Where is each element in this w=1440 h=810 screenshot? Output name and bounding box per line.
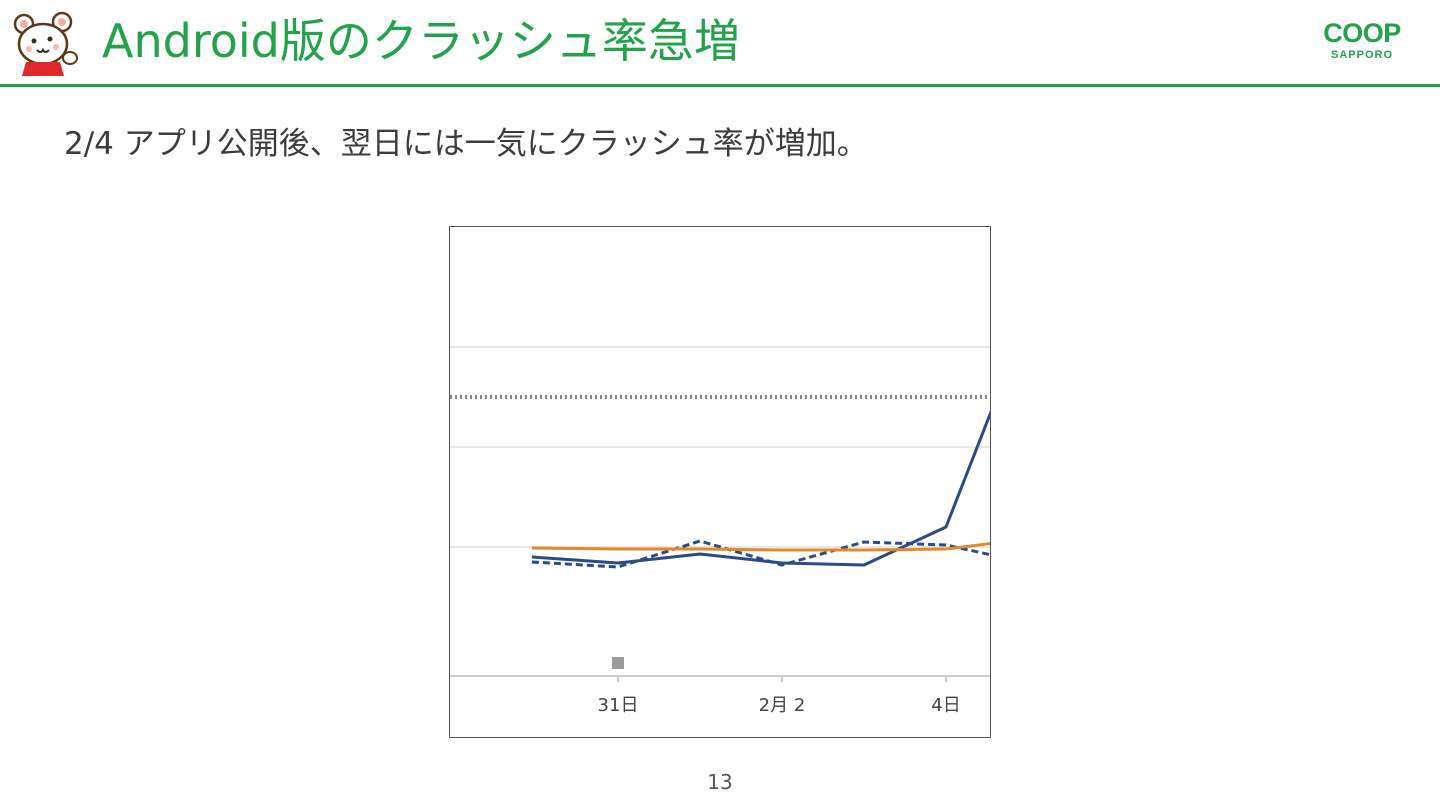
series-line-3 bbox=[531, 542, 990, 552]
crash-rate-chart: 31日 2月 2 4日 bbox=[449, 226, 991, 738]
bear-mascot-icon bbox=[13, 11, 78, 76]
header-divider bbox=[0, 84, 1440, 87]
logo-main-text: COOP bbox=[1323, 18, 1401, 48]
x-tick-label-3: 4日 bbox=[931, 695, 960, 716]
slide-title: Android版のクラッシュ率急増 bbox=[102, 14, 740, 68]
series-line-1 bbox=[531, 410, 990, 567]
x-tick-label-1: 31日 bbox=[598, 695, 639, 716]
series-line-2 bbox=[531, 539, 990, 569]
slide-header: Android版のクラッシュ率急増 COOP SAPPORO bbox=[0, 0, 1440, 87]
page-number: 13 bbox=[707, 770, 733, 794]
x-tick-label-2: 2月 2 bbox=[759, 695, 806, 716]
coop-sapporo-logo: COOP SAPPORO bbox=[1302, 18, 1422, 66]
chart-svg: 31日 2月 2 4日 bbox=[450, 346, 990, 716]
event-marker-1 bbox=[612, 657, 624, 669]
slide-subtitle: 2/4 アプリ公開後、翌日には一気にクラッシュ率が増加。 bbox=[64, 126, 868, 162]
logo-sub-text: SAPPORO bbox=[1330, 49, 1393, 61]
